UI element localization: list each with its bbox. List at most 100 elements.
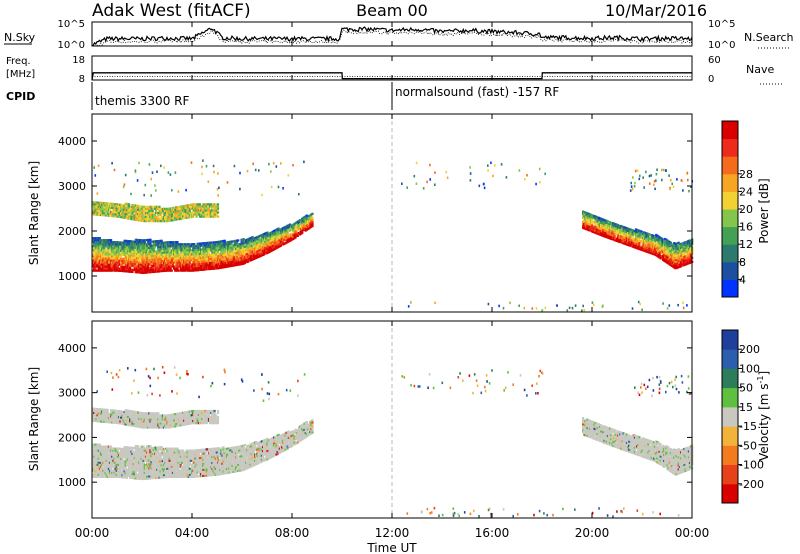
- range-gate-cell: [115, 253, 118, 256]
- range-gate-cell: [139, 271, 142, 274]
- range-gate-cell: [247, 244, 250, 247]
- sparse-scatter-cell: [669, 187, 671, 191]
- y-tick-label: 3000: [58, 180, 86, 193]
- range-gate-cell: [601, 230, 604, 233]
- range-gate-cell: [152, 472, 155, 476]
- range-gate-cell: [224, 253, 227, 256]
- range-gate-cell: [299, 219, 302, 222]
- range-gate-cell: [242, 244, 245, 247]
- sparse-scatter-cell: [434, 171, 436, 174]
- range-gate-cell: [97, 201, 100, 204]
- range-gate-cell: [148, 238, 151, 241]
- range-gate-cell: [646, 238, 649, 241]
- range-gate-cell: [102, 467, 105, 470]
- range-gate-cell: [120, 463, 123, 467]
- range-gate-cell: [193, 243, 196, 246]
- range-gate-cell: [170, 265, 173, 268]
- range-gate-cell: [97, 243, 100, 246]
- range-gate-cell: [180, 243, 184, 246]
- sparse-scatter-cell: [541, 309, 543, 313]
- range-gate-cell: [129, 448, 132, 451]
- range-gate-cell: [682, 252, 685, 255]
- power-scale-tick-label: 8: [739, 256, 746, 269]
- range-gate-cell: [143, 211, 146, 215]
- range-gate-cell: [610, 231, 613, 234]
- range-gate-cell: [274, 245, 277, 248]
- range-gate-cell: [139, 469, 142, 472]
- range-gate-cell: [296, 234, 299, 237]
- range-gate-cell: [106, 261, 109, 264]
- range-gate-cell: [650, 248, 653, 251]
- range-gate-cell: [238, 245, 241, 248]
- range-gate-cell: [623, 240, 626, 243]
- range-gate-cell: [166, 253, 169, 256]
- range-gate-cell: [211, 245, 214, 248]
- range-gate-cell: [152, 213, 155, 217]
- range-gate-cell: [151, 456, 154, 460]
- range-gate-cell: [156, 264, 159, 267]
- range-gate-cell: [149, 263, 152, 266]
- range-gate-cell: [139, 251, 142, 254]
- range-gate-cell: [632, 239, 635, 242]
- range-gate-cell: [102, 267, 105, 270]
- range-gate-cell: [233, 248, 236, 251]
- range-gate-cell: [198, 246, 202, 249]
- range-gate-cell: [102, 247, 105, 250]
- range-gate-cell: [166, 257, 169, 260]
- range-gate-cell: [666, 245, 669, 248]
- range-gate-cell: [134, 467, 137, 470]
- sparse-scatter-cell: [566, 309, 569, 312]
- range-gate-cell: [97, 447, 100, 450]
- range-gate-cell: [231, 240, 234, 243]
- range-gate-cell: [260, 236, 263, 239]
- range-gate-cell: [152, 256, 155, 259]
- range-gate-cell: [102, 239, 105, 242]
- sparse-scatter-cell: [134, 169, 137, 172]
- range-gate-cell: [130, 248, 133, 251]
- range-gate-cell: [596, 218, 599, 221]
- range-gate-cell: [179, 265, 182, 268]
- sparse-scatter-cell: [531, 307, 534, 310]
- range-gate-cell: [129, 456, 132, 459]
- range-gate-cell: [283, 242, 286, 245]
- sparse-scatter-cell: [524, 178, 526, 181]
- range-gate-cell: [202, 258, 205, 261]
- range-gate-cell: [212, 207, 215, 210]
- range-gate-cell: [156, 217, 159, 221]
- range-gate-cell: [124, 476, 127, 479]
- range-gate-cell: [139, 473, 142, 476]
- range-gate-cell: [187, 204, 190, 207]
- range-gate-cell: [175, 214, 178, 217]
- range-gate-cell: [97, 473, 100, 476]
- range-gate-cell: [229, 263, 232, 266]
- range-gate-cell: [673, 246, 676, 249]
- range-gate-cell: [304, 227, 307, 230]
- range-gate-cell: [143, 255, 146, 258]
- range-gate-cell: [143, 249, 146, 252]
- range-gate-cell: [233, 244, 236, 247]
- range-gate-cell: [152, 462, 155, 466]
- range-gate-cell: [111, 202, 114, 205]
- range-gate-cell: [123, 243, 126, 246]
- sparse-scatter-cell: [568, 306, 571, 310]
- range-gate-cell: [120, 259, 123, 262]
- range-gate-cell: [216, 211, 220, 214]
- range-gate-cell: [673, 262, 676, 265]
- range-gate-cell: [220, 244, 223, 247]
- range-gate-cell: [179, 217, 182, 220]
- range-gate-cell: [142, 461, 145, 464]
- range-gate-cell: [233, 246, 236, 249]
- range-gate-cell: [152, 260, 155, 263]
- sparse-scatter-cell: [429, 178, 431, 181]
- range-gate-cell: [666, 243, 669, 246]
- range-gate-cell: [184, 206, 187, 209]
- range-gate-cell: [142, 469, 145, 472]
- range-gate-cell: [116, 241, 119, 244]
- range-gate-cell: [605, 219, 608, 223]
- range-gate-cell: [630, 243, 633, 246]
- sparse-scatter-cell: [632, 176, 634, 179]
- range-gate-cell: [152, 244, 155, 247]
- range-gate-cell: [242, 258, 245, 261]
- range-gate-cell: [137, 445, 140, 448]
- range-gate-cell: [106, 475, 109, 478]
